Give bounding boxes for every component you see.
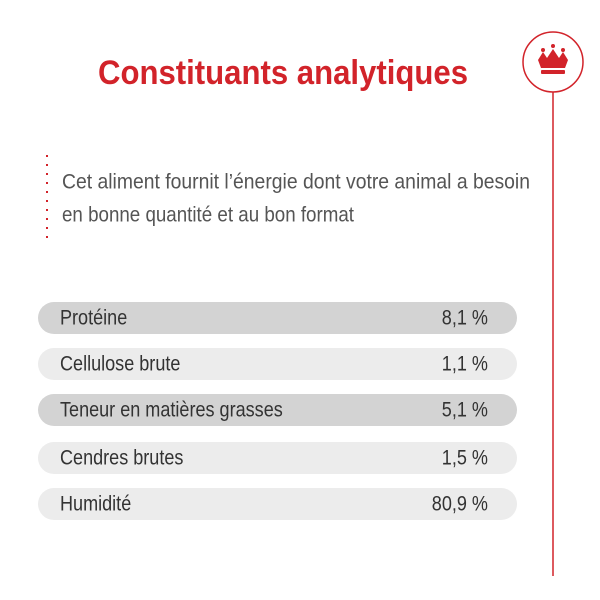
nutrient-value: 1,5 %	[442, 446, 488, 470]
intro-line: en bonne quantité et au bon format	[62, 204, 354, 227]
row-background	[38, 348, 517, 380]
nutrient-name: Cendres brutes	[60, 446, 184, 470]
nutrient-table: Protéine 8,1 % Cellulose brute 1,1 % Teneur …	[38, 302, 517, 520]
intro-line: Cet aliment fournit l’énergie dont votre…	[62, 171, 530, 194]
nutrient-value: 8,1 %	[442, 306, 488, 330]
nutrient-value: 80,9 %	[432, 492, 488, 516]
row-background	[38, 442, 517, 474]
nutrient-name: Cellulose brute	[60, 352, 181, 376]
row-background	[38, 302, 517, 334]
row-background	[38, 394, 517, 426]
crown-icon	[538, 44, 568, 74]
nutrient-name: Protéine	[60, 306, 127, 330]
title: Constituants analytiques	[98, 54, 468, 92]
nutrient-value: 5,1 %	[442, 398, 488, 422]
nutrient-value: 1,1 %	[442, 352, 488, 376]
nutrient-name: Teneur en matières grasses	[60, 398, 283, 422]
row-background	[38, 488, 517, 520]
nutrient-name: Humidité	[60, 492, 131, 516]
